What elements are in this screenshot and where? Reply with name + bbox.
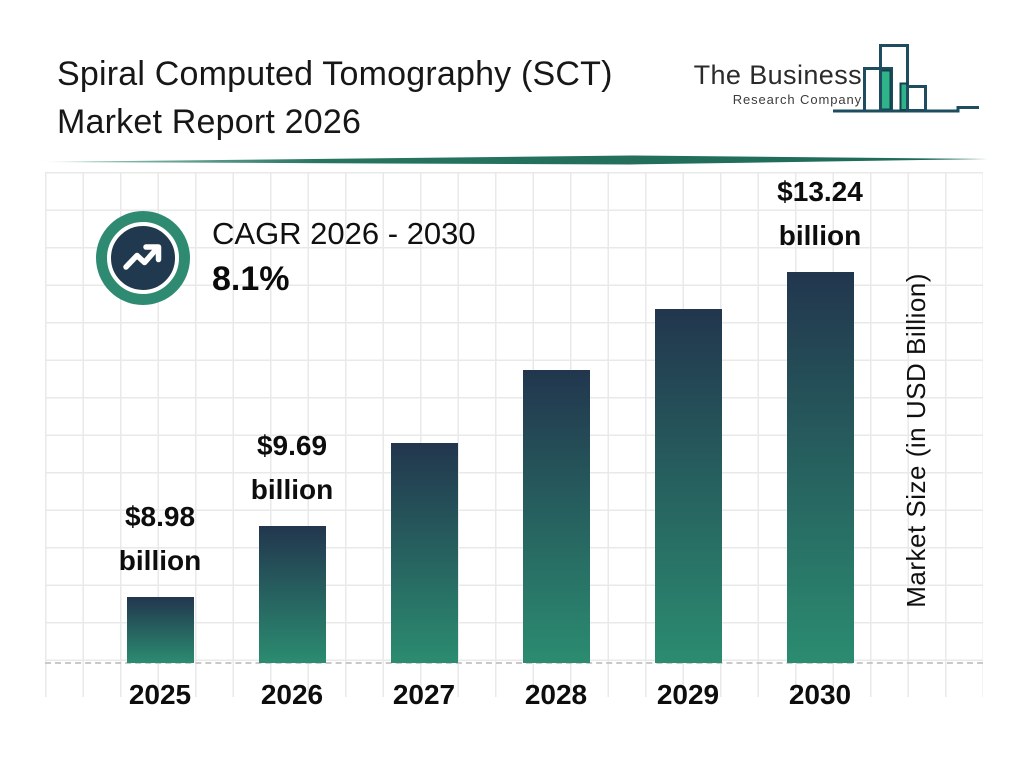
bar-2028: [522, 370, 590, 663]
bar-value-label: $8.98 billion: [119, 495, 201, 583]
bar-value-unit: billion: [250, 474, 334, 505]
trend-up-icon: [96, 211, 190, 305]
bar-group-2029: [640, 309, 736, 663]
bar-chart-logo-icon: [833, 44, 979, 113]
bar-group-2026: $9.69 billion: [244, 424, 340, 663]
bar-chart: $8.98 billion $9.69 billion $13.24 billion: [112, 170, 868, 663]
bar-value-label: $13.24 billion: [777, 170, 863, 258]
trend-up-arrow-glyph: [123, 244, 162, 270]
y-axis-title-wrap: Market Size (in USD Billion): [893, 180, 939, 700]
x-axis-label-2030: 2030: [788, 679, 852, 710]
logo-subtitle: Research Company: [732, 92, 862, 107]
bar-value-amount: $8.98: [124, 501, 196, 532]
bar-value-label: $9.69 billion: [251, 424, 333, 512]
x-axis-label-2029: 2029: [656, 679, 720, 710]
bar-value-unit: billion: [118, 545, 202, 576]
bar-value-unit: billion: [778, 220, 862, 251]
bar-group-2027: [376, 443, 472, 663]
bar-group-2028: [508, 370, 604, 663]
x-axis-label-2028: 2028: [524, 679, 588, 710]
bar-group-2030: $13.24 billion: [772, 170, 868, 663]
x-axis-label-2025: 2025: [128, 679, 192, 710]
bar-2027: [390, 443, 458, 663]
cagr-text-block: CAGR 2026 - 2030 8.1%: [212, 216, 476, 299]
bar-2026: [258, 526, 326, 663]
page-title-line2: Market Report 2026: [57, 103, 362, 141]
page-title: Spiral Computed Tomography (SCT) Market …: [57, 50, 613, 146]
bar-2030: [786, 272, 854, 663]
bar-value-amount: $13.24: [777, 176, 863, 207]
x-axis: 2025 2026 2027 2028 2029 2030: [112, 679, 868, 711]
bar-2025: [126, 597, 194, 663]
bar-2029: [654, 309, 722, 663]
cagr-label: CAGR 2026 - 2030: [212, 216, 476, 251]
page-title-line1: Spiral Computed Tomography (SCT): [57, 55, 613, 93]
bar-group-2025: $8.98 billion: [112, 495, 208, 663]
x-axis-label-2026: 2026: [260, 679, 324, 710]
bar-value-amount: $9.69: [256, 430, 328, 461]
tapered-divider-line: [35, 155, 988, 165]
cagr-value: 8.1%: [212, 260, 290, 298]
y-axis-title: Market Size (in USD Billion): [900, 272, 931, 608]
axis-baseline: [45, 662, 983, 664]
logo-name: The Business: [693, 60, 862, 90]
company-logo-text: The Business Research Company: [694, 60, 862, 107]
x-axis-label-2027: 2027: [392, 679, 456, 710]
